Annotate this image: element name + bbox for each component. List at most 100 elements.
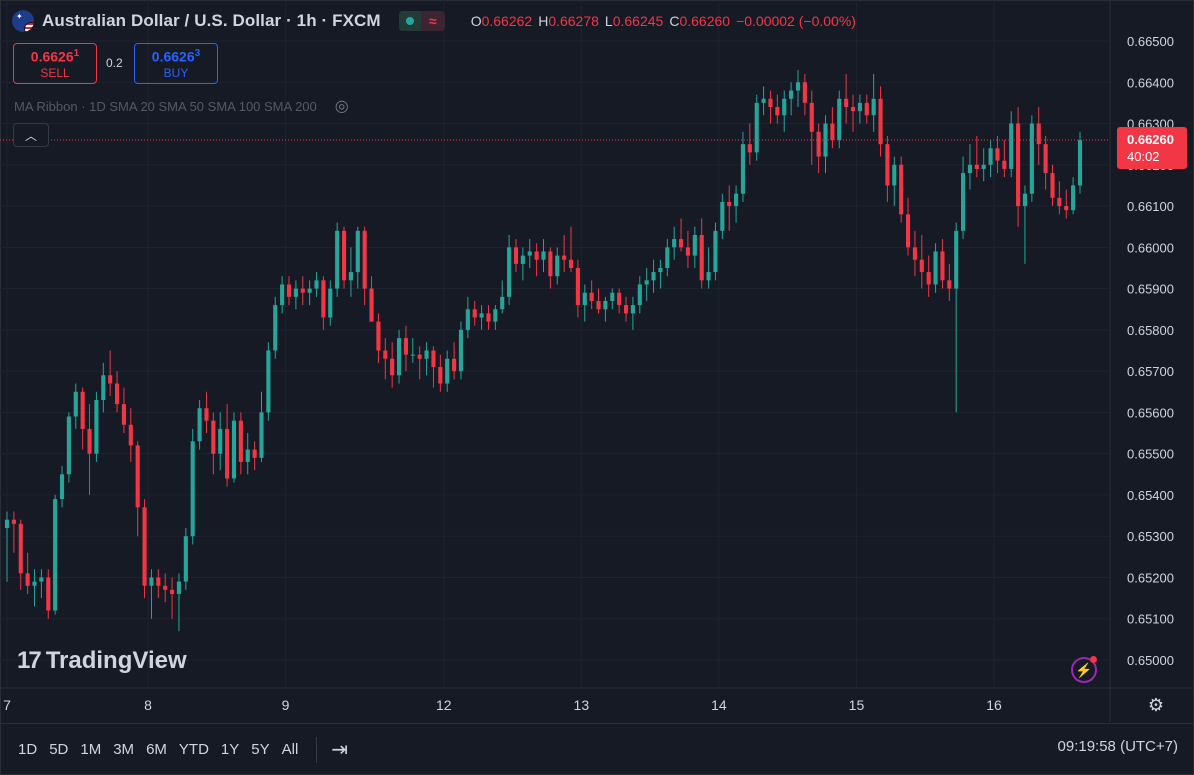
range-button-3m[interactable]: 3M <box>113 741 135 758</box>
candle-body <box>156 577 161 586</box>
candle-body <box>864 102 869 116</box>
candle-body <box>775 107 780 116</box>
candle <box>782 90 787 132</box>
candle-body <box>878 98 883 145</box>
candle <box>204 391 209 434</box>
candle <box>1022 185 1028 264</box>
candle <box>431 346 436 388</box>
candle-body <box>376 321 381 351</box>
candle-body <box>190 441 195 537</box>
candle-body <box>314 280 319 289</box>
candle-body <box>644 280 649 285</box>
date-range-list: 1D 5D 1M 3M 6M YTD 1Y 5Y All <box>12 736 304 764</box>
market-open-dot-icon <box>398 11 421 31</box>
range-button-all[interactable]: All <box>281 741 299 758</box>
candle-body <box>32 581 37 586</box>
candle-body <box>589 292 594 301</box>
candle-body <box>830 123 835 141</box>
candle-body <box>87 428 92 454</box>
range-button-1m[interactable]: 1M <box>80 741 102 758</box>
notification-dot <box>1090 656 1097 663</box>
candle <box>341 226 347 289</box>
open-label: O <box>470 13 482 29</box>
candle-body <box>1022 193 1028 207</box>
candle-body <box>362 230 367 289</box>
settings-gear-icon[interactable]: ⚙ <box>1147 694 1165 715</box>
price-chart[interactable]: 0.665000.664000.663000.662000.661000.660… <box>0 0 1194 722</box>
symbol-title[interactable]: Australian Dollar / U.S. Dollar · 1h · F… <box>42 11 381 30</box>
candle <box>795 69 801 108</box>
candle <box>46 569 51 619</box>
y-tick-label: 0.65700 <box>1127 364 1174 379</box>
candle-body <box>94 400 99 454</box>
candle-body <box>603 300 608 310</box>
y-tick-label: 0.66500 <box>1127 34 1174 49</box>
candle <box>335 222 340 297</box>
candle-body <box>438 367 443 384</box>
candles <box>4 69 1083 632</box>
candle <box>1050 164 1055 207</box>
range-button-1y[interactable]: 1Y <box>220 741 240 758</box>
eye-hidden-icon[interactable]: ◎ <box>334 98 349 115</box>
candle <box>211 412 216 475</box>
candle <box>905 197 911 256</box>
candle <box>809 90 814 165</box>
candle-body <box>1043 144 1048 174</box>
candle <box>472 300 477 326</box>
candle-body <box>699 234 704 281</box>
range-button-ytd[interactable]: YTD <box>178 741 209 758</box>
range-button-5y[interactable]: 5Y <box>251 741 270 758</box>
indicator-legend[interactable]: MA Ribbon · 1D SMA 20 SMA 50 SMA 100 SMA… <box>14 96 349 116</box>
buy-price: 0.66263 <box>151 48 201 65</box>
range-button-1d[interactable]: 1D <box>18 741 38 758</box>
tradingview-logo[interactable]: 17 TradingView <box>17 647 187 675</box>
candle-body <box>245 449 250 462</box>
range-button-5d[interactable]: 5D <box>49 741 69 758</box>
candle <box>568 226 574 273</box>
last-price-label: 0.66260 40:02 <box>1117 127 1187 169</box>
candle <box>603 296 608 322</box>
buy-button[interactable]: 0.66263 BUY <box>134 43 218 84</box>
candle <box>32 569 37 607</box>
candle <box>837 90 842 149</box>
clock[interactable]: 09:19:58 (UTC+7) <box>1057 738 1178 755</box>
candle-body <box>128 424 133 446</box>
candle <box>527 239 532 268</box>
candle <box>73 383 78 429</box>
candle-body <box>933 251 938 285</box>
x-tick-label: 15 <box>849 697 865 713</box>
candle-body <box>513 247 519 264</box>
candle <box>513 239 519 273</box>
candle <box>1002 140 1007 178</box>
candle <box>679 218 684 252</box>
candle-body <box>335 230 340 289</box>
bottom-toolbar: 1D 5D 1M 3M 6M YTD 1Y 5Y All ⇥ 09:19:58 (UTC+7) <box>0 723 1194 775</box>
candle <box>135 441 140 537</box>
candle <box>789 82 794 116</box>
candle <box>892 156 897 207</box>
go-to-date-icon[interactable]: ⇥ <box>331 739 349 761</box>
market-status[interactable]: ≈ <box>398 11 445 31</box>
last-price: 0.66260 <box>1127 132 1174 147</box>
lightning-icon[interactable]: ⚡ <box>1071 657 1097 683</box>
candle-body <box>225 428 230 479</box>
y-tick-label: 0.65900 <box>1127 282 1174 297</box>
candle <box>245 433 250 475</box>
candle <box>685 230 691 268</box>
low-label: L <box>604 13 613 29</box>
candle-body <box>947 280 952 289</box>
candle <box>59 466 65 508</box>
candle-body <box>369 288 374 322</box>
candle <box>555 247 560 285</box>
candle <box>493 305 498 330</box>
close-value: 0.66260 <box>679 13 731 29</box>
candle-body <box>142 507 147 586</box>
candle-body <box>789 90 794 99</box>
y-tick-label: 0.65600 <box>1127 405 1174 420</box>
candle-body <box>520 255 525 264</box>
range-button-6m[interactable]: 6M <box>146 741 167 758</box>
sell-button[interactable]: 0.66261 SELL <box>13 43 97 84</box>
collapse-legend-button[interactable]: ︿ <box>13 123 49 147</box>
candle <box>954 222 959 413</box>
candle <box>259 391 264 462</box>
